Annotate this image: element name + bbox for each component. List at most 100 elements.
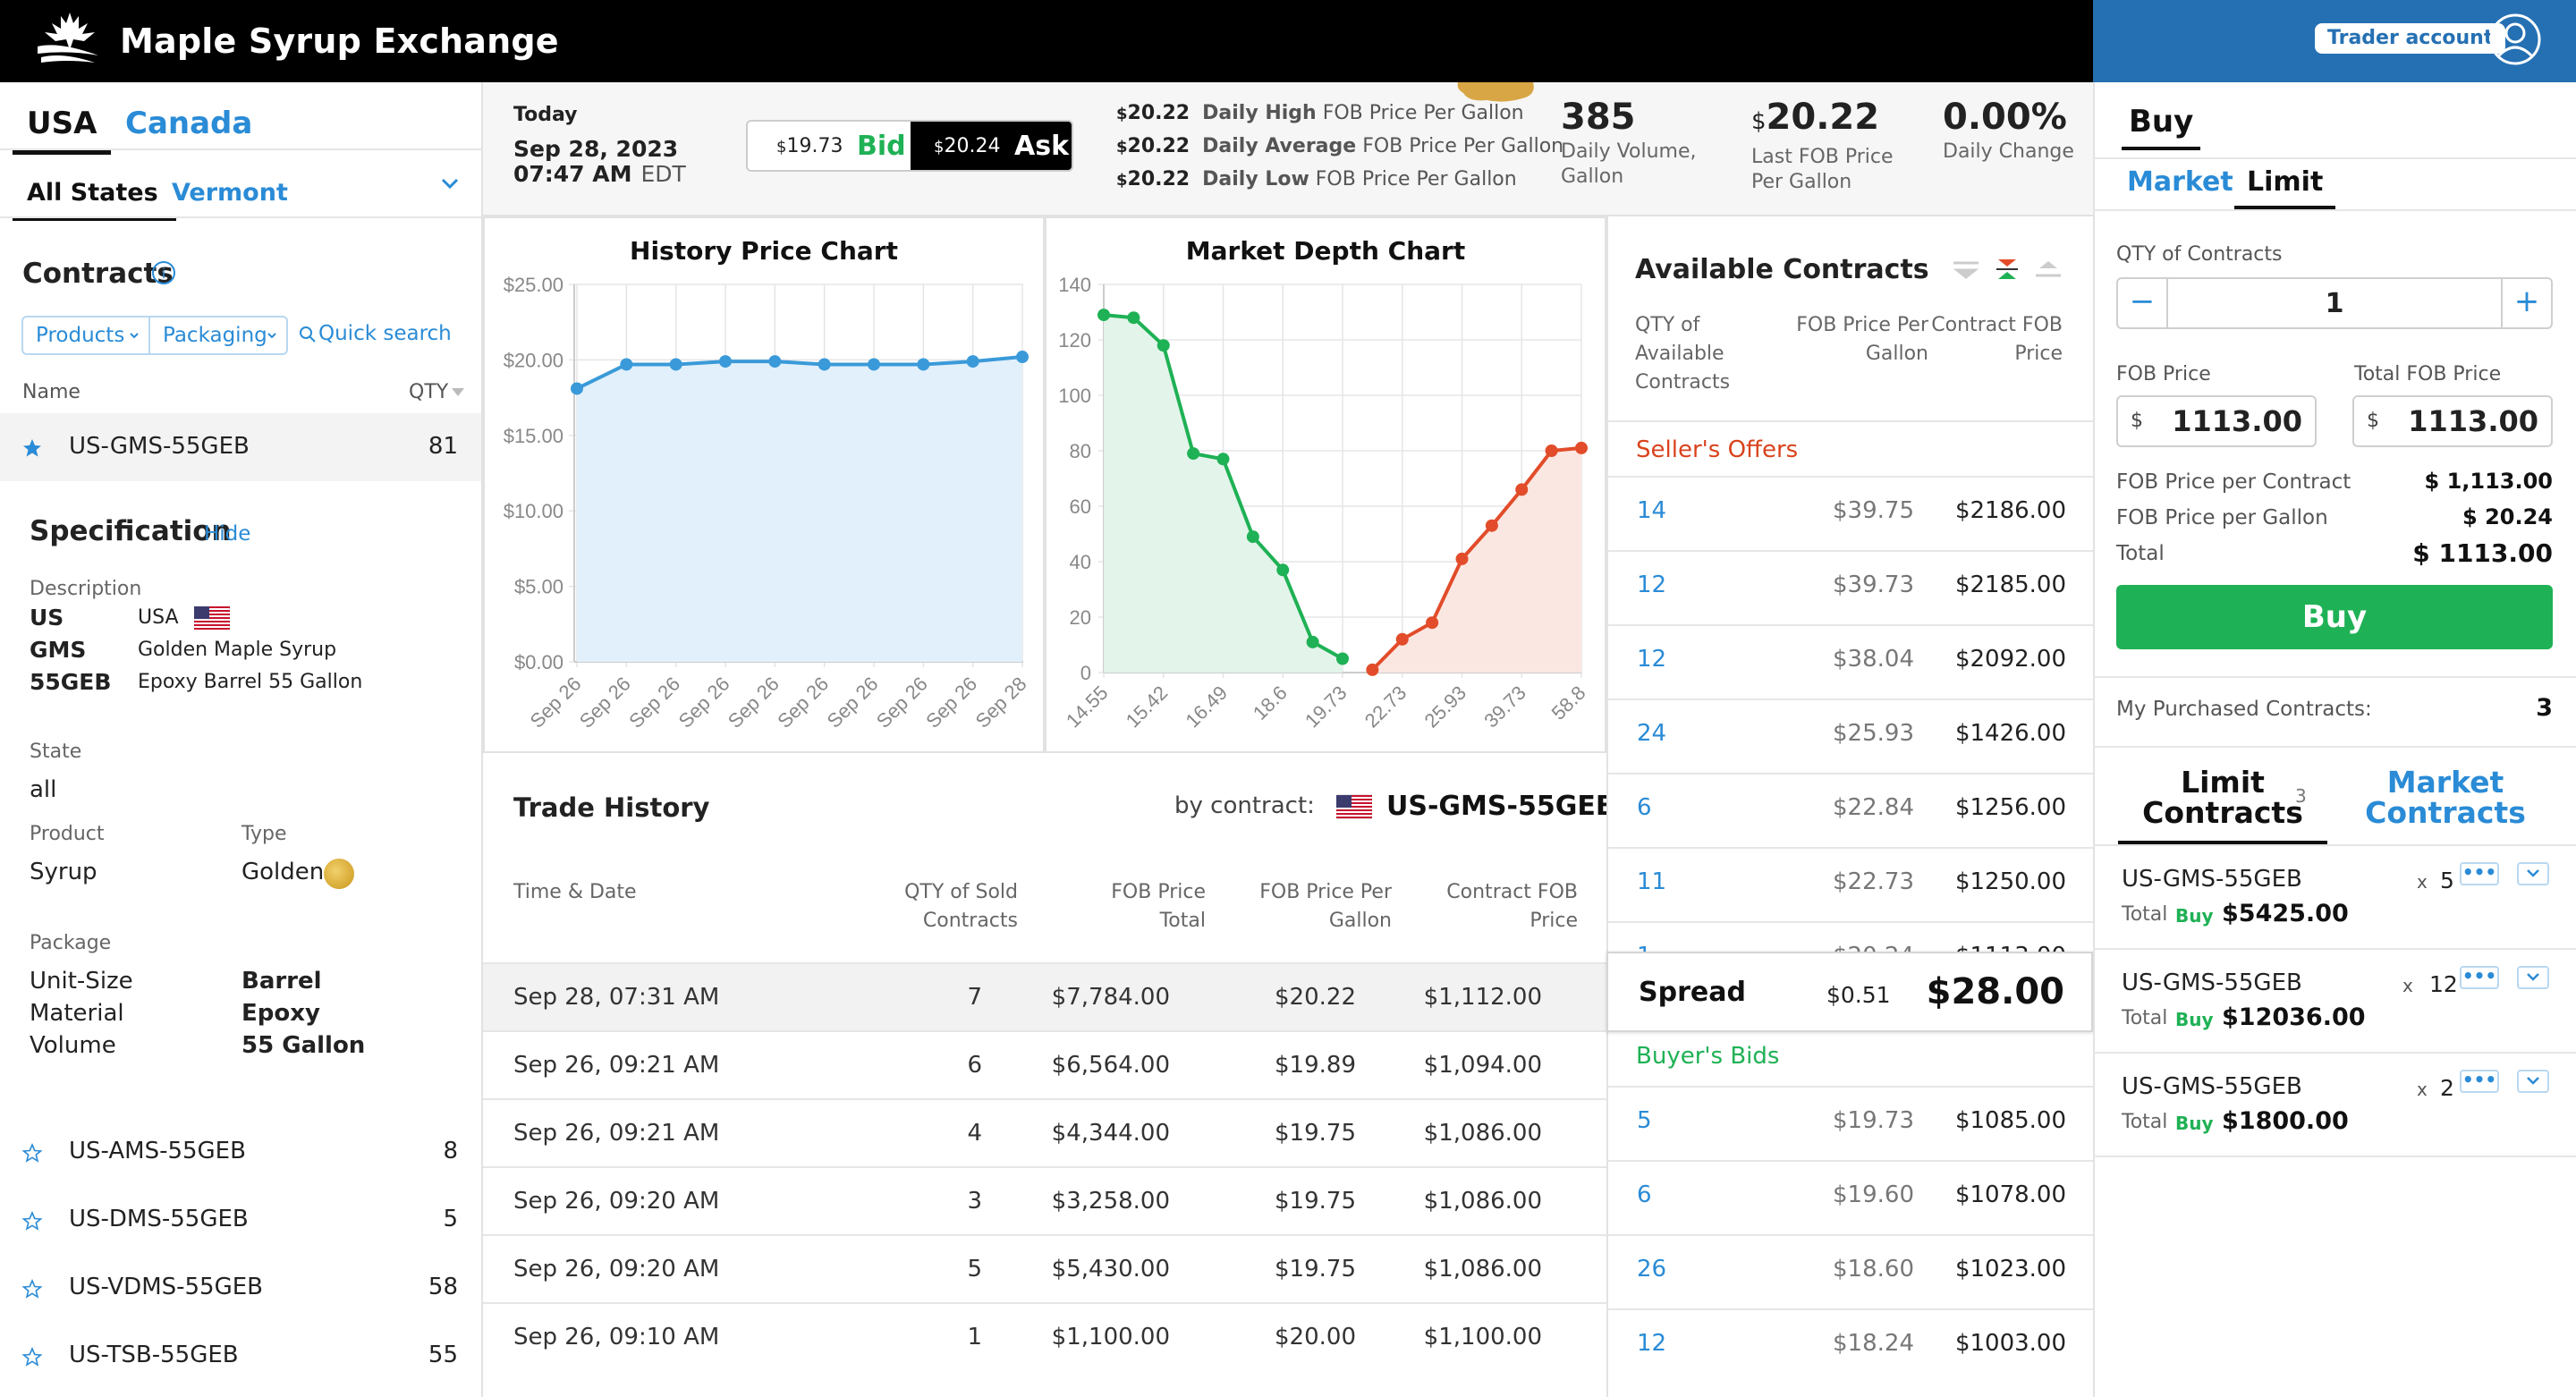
- history-point[interactable]: [620, 358, 633, 371]
- star-outline-icon[interactable]: [21, 1278, 43, 1300]
- history-point[interactable]: [917, 358, 930, 371]
- order-type-limit[interactable]: Limit: [2233, 166, 2336, 210]
- chevron-down-icon[interactable]: [2517, 966, 2549, 989]
- trade-row[interactable]: Sep 26, 09:20 AM 3 $3,258.00 $19.75 $1,086.0…: [483, 1166, 1606, 1234]
- packaging-filter-dropdown[interactable]: Packaging: [148, 316, 288, 355]
- history-price-chart[interactable]: $0.00 $5.00 $10.00 $15.00 $20.00 $25.00 Sep 26…: [485, 218, 1046, 755]
- history-point[interactable]: [966, 355, 979, 368]
- buy-button[interactable]: Buy: [2116, 585, 2553, 649]
- bid-depth-point[interactable]: [1216, 453, 1230, 466]
- fob-price-input[interactable]: $ 1113.00: [2116, 395, 2317, 447]
- history-point[interactable]: [1016, 351, 1029, 364]
- market-depth-chart[interactable]: 0 20 40 60 80 100 120 140 14.55 15.42 16.49 18.6 19.…: [1046, 218, 1608, 755]
- trade-row[interactable]: Sep 26, 09:21 AM 4 $4,344.00 $19.75 $1,086.0…: [483, 1098, 1606, 1166]
- buy-tab[interactable]: Buy: [2121, 104, 2201, 150]
- trade-row[interactable]: Sep 26, 09:21 AM 6 $6,564.00 $19.89 $1,094.0…: [483, 1030, 1606, 1098]
- buyer-bid-row[interactable]: 6 $19.60 $1078.00: [1606, 1160, 2093, 1228]
- purchased-contract-row[interactable]: US-GMS-55GEB x 12 ••• Total Buy $12036.00: [2093, 948, 2576, 1052]
- bid-ask-widget[interactable]: $19.73 Bid $20.24 Ask: [746, 120, 1073, 172]
- by-contract-value[interactable]: US-GMS-55GEB: [1386, 791, 1616, 822]
- tab-all-states[interactable]: All States: [13, 179, 176, 221]
- ask-depth-point[interactable]: [1545, 444, 1558, 457]
- qty-increment-button[interactable]: +: [2501, 279, 2551, 327]
- buyer-bid-row[interactable]: 26 $18.60 $1023.00: [1606, 1234, 2093, 1302]
- quick-search-link[interactable]: Quick search: [300, 322, 452, 345]
- products-filter-dropdown[interactable]: Products: [21, 316, 150, 355]
- purchased-contract-row[interactable]: US-GMS-55GEB x 5 ••• Total Buy $5425.00: [2093, 844, 2576, 948]
- contract-row[interactable]: US-DMS-55GEB 5: [0, 1186, 481, 1254]
- ask-depth-point[interactable]: [1515, 483, 1529, 496]
- trade-row[interactable]: Sep 26, 09:10 AM 1 $1,100.00 $20.00 $1,100.0…: [483, 1302, 1606, 1370]
- history-point[interactable]: [768, 355, 782, 368]
- user-avatar-icon[interactable]: [2488, 13, 2542, 66]
- tab-usa[interactable]: USA: [12, 106, 112, 155]
- sort-down-icon[interactable]: [451, 386, 465, 397]
- history-point[interactable]: [818, 358, 831, 371]
- chevron-down-icon[interactable]: [2517, 1070, 2549, 1093]
- seller-offer-row[interactable]: 6 $22.84 $1256.00: [1606, 773, 2093, 841]
- ask-depth-point[interactable]: [1366, 663, 1379, 676]
- more-options-icon[interactable]: •••: [2460, 1070, 2499, 1093]
- purchased-contract-row[interactable]: US-GMS-55GEB x 2 ••• Total Buy $1800.00: [2093, 1052, 2576, 1156]
- seller-offer-row[interactable]: 14 $39.75 $2186.00: [1606, 476, 2093, 544]
- tab-canada[interactable]: Canada: [125, 106, 253, 141]
- bid-depth-point[interactable]: [1187, 447, 1200, 461]
- history-point[interactable]: [719, 355, 732, 368]
- history-point[interactable]: [868, 358, 880, 371]
- contract-row[interactable]: US-TSB-55GEB 55: [0, 1322, 481, 1390]
- qty-input[interactable]: 1: [2325, 288, 2344, 319]
- trader-account-button[interactable]: Trader account: [2315, 23, 2506, 54]
- bid-depth-point[interactable]: [1127, 311, 1140, 325]
- bid-depth-point[interactable]: [1336, 652, 1349, 665]
- bid-depth-point[interactable]: [1157, 339, 1170, 352]
- qty-stepper[interactable]: − 1 +: [2116, 277, 2553, 329]
- spec-hide-link[interactable]: Hide: [204, 522, 251, 546]
- total-fob-price-input[interactable]: $ 1113.00: [2352, 395, 2553, 447]
- ask-depth-point[interactable]: [1426, 616, 1439, 630]
- column-header-qty[interactable]: QTY: [409, 381, 449, 403]
- contract-row[interactable]: US-AMS-55GEB 8: [0, 1118, 481, 1186]
- contract-row-selected[interactable]: US-GMS-55GEB 81: [0, 413, 481, 481]
- bid-depth-point[interactable]: [1097, 309, 1110, 322]
- maple-leaf-logo-icon[interactable]: [32, 11, 104, 68]
- tab-limit-contracts[interactable]: Limit Contracts: [2118, 767, 2327, 845]
- contract-row[interactable]: US-VDMS-55GEB 58: [0, 1254, 481, 1322]
- ask-depth-point[interactable]: [1485, 519, 1498, 532]
- chevron-down-icon[interactable]: [2517, 862, 2549, 885]
- history-point[interactable]: [571, 382, 583, 395]
- order-type-market[interactable]: Market: [2127, 166, 2233, 198]
- more-options-icon[interactable]: •••: [2460, 862, 2499, 885]
- seller-offer-row[interactable]: 24 $25.93 $1426.00: [1606, 698, 2093, 766]
- tab-market-contracts[interactable]: Market Contracts: [2356, 767, 2535, 828]
- ask-section[interactable]: $20.24 Ask: [911, 122, 1072, 170]
- spread-view-icon[interactable]: [1993, 256, 2021, 283]
- bid-depth-point[interactable]: [1306, 635, 1319, 648]
- bid-depth-point[interactable]: [1246, 530, 1259, 544]
- seller-offer-row[interactable]: 12 $38.04 $2092.00: [1606, 624, 2093, 692]
- star-outline-icon[interactable]: [21, 1210, 43, 1232]
- buyer-bid-row[interactable]: 5 $19.73 $1085.00: [1606, 1086, 2093, 1154]
- star-outline-icon[interactable]: [21, 1142, 43, 1164]
- sellers-view-icon[interactable]: [1952, 256, 1980, 283]
- info-icon[interactable]: i: [150, 259, 177, 286]
- ask-depth-point[interactable]: [1395, 632, 1409, 646]
- history-point[interactable]: [669, 358, 682, 371]
- star-filled-icon[interactable]: [21, 437, 43, 459]
- buyers-view-icon[interactable]: [2034, 256, 2063, 283]
- ask-depth-point[interactable]: [1575, 441, 1588, 454]
- brand-name[interactable]: Maple Syrup Exchange: [120, 21, 559, 61]
- seller-offer-row[interactable]: 12 $39.73 $2185.00: [1606, 550, 2093, 618]
- more-options-icon[interactable]: •••: [2460, 966, 2499, 989]
- buyer-bid-row[interactable]: 12 $18.24 $1003.00: [1606, 1308, 2093, 1376]
- tab-vermont[interactable]: Vermont: [172, 179, 288, 207]
- chevron-down-icon[interactable]: [438, 172, 462, 195]
- column-header-name[interactable]: Name: [22, 381, 80, 403]
- seller-offer-row[interactable]: 11 $22.73 $1250.00: [1606, 847, 2093, 915]
- bid-depth-point[interactable]: [1276, 563, 1290, 577]
- bid-section[interactable]: $19.73 Bid: [748, 122, 911, 170]
- qty-decrement-button[interactable]: −: [2118, 279, 2168, 327]
- trade-row[interactable]: Sep 28, 07:31 AM 7 $7,784.00 $20.22 $1,112.0…: [483, 962, 1606, 1030]
- trade-row[interactable]: Sep 26, 09:20 AM 5 $5,430.00 $19.75 $1,086.0…: [483, 1234, 1606, 1302]
- ask-depth-point[interactable]: [1455, 552, 1469, 565]
- star-outline-icon[interactable]: [21, 1346, 43, 1367]
